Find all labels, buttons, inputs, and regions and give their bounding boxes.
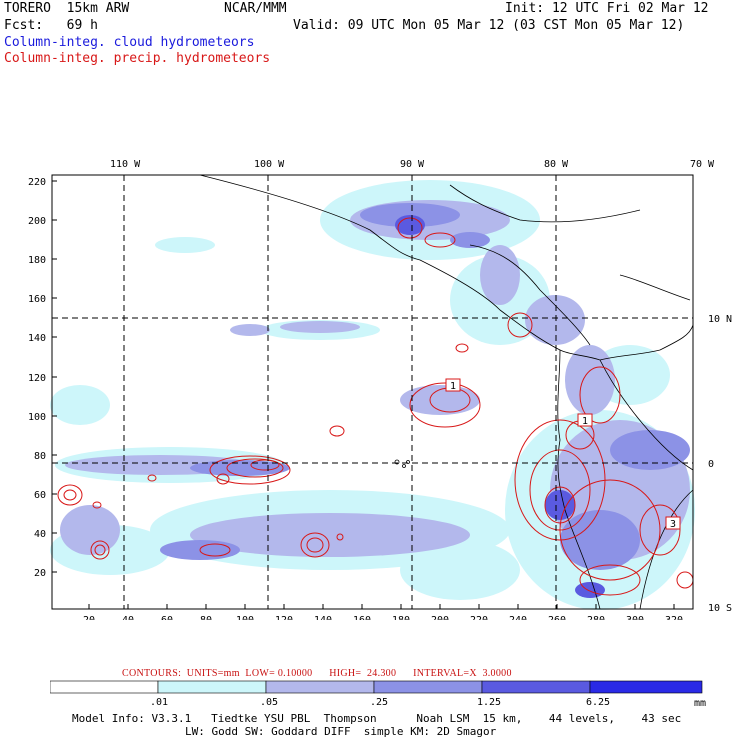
grid-y-ticks	[52, 180, 57, 573]
svg-text:240: 240	[509, 615, 527, 620]
svg-text:200: 200	[28, 216, 46, 227]
colorbar-label: .05	[260, 697, 279, 708]
latlon-grid	[52, 175, 693, 609]
contour-info: CONTOURS: UNITS=mm LOW= 0.10000 HIGH= 24…	[122, 668, 512, 679]
svg-text:220: 220	[28, 177, 46, 188]
init-time: Init: 12 UTC Fri 02 Mar 12	[505, 1, 709, 16]
svg-text:3: 3	[670, 519, 676, 530]
svg-text:60: 60	[34, 490, 46, 501]
valid-time: Valid: 09 UTC Mon 05 Mar 12 (03 CST Mon …	[293, 18, 685, 33]
colorbar-label: .25	[370, 697, 389, 708]
svg-text:300: 300	[626, 615, 644, 620]
svg-text:320: 320	[665, 615, 683, 620]
svg-text:0: 0	[708, 459, 714, 470]
field-label-cloud: Column-integ. cloud hydrometeors	[4, 35, 255, 50]
colorbar-label: 6.25	[586, 697, 611, 708]
field-label-precip: Column-integ. precip. hydrometeors	[4, 51, 271, 66]
svg-text:160: 160	[28, 294, 46, 305]
svg-text:120: 120	[275, 615, 293, 620]
svg-text:1: 1	[450, 381, 456, 392]
svg-text:40: 40	[122, 615, 134, 620]
svg-text:70 W: 70 W	[690, 159, 715, 170]
svg-text:180: 180	[28, 255, 46, 266]
colorbar-label: 1.25	[477, 697, 502, 708]
svg-text:200: 200	[431, 615, 449, 620]
colorbar-label: .01	[150, 697, 169, 708]
svg-text:20: 20	[34, 568, 46, 579]
svg-text:100: 100	[236, 615, 254, 620]
svg-text:280: 280	[587, 615, 605, 620]
colorbar	[50, 680, 703, 694]
svg-text:80 W: 80 W	[544, 159, 569, 170]
svg-text:260: 260	[548, 615, 566, 620]
forecast-hour: Fcst: 69 h	[4, 18, 98, 33]
svg-text:20: 20	[83, 615, 95, 620]
svg-text:100 W: 100 W	[254, 159, 285, 170]
model-info-line1: Model Info: V3.3.1 Tiedtke YSU PBL Thomp…	[72, 712, 682, 725]
grid-x-tick-labels: 20 40 60 80 100 120 140 160 180 200 220 …	[83, 615, 683, 620]
coastlines	[199, 174, 694, 610]
svg-text:220: 220	[470, 615, 488, 620]
svg-text:40: 40	[34, 529, 46, 540]
svg-text:120: 120	[28, 373, 46, 384]
svg-text:160: 160	[353, 615, 371, 620]
svg-text:80: 80	[200, 615, 212, 620]
model-info-line2: LW: Godd SW: Goddard DIFF simple KM: 2D …	[185, 725, 497, 738]
forecast-map: 1 1 3 110 W 100 W 90 W 80 W 70 W 10 N 0 …	[28, 159, 732, 620]
svg-text:140: 140	[28, 333, 46, 344]
organization: NCAR/MMM	[224, 1, 287, 16]
longitude-labels: 110 W 100 W 90 W 80 W 70 W	[110, 159, 715, 170]
svg-text:60: 60	[161, 615, 173, 620]
contour-box-labels: 1 1 3	[445, 378, 681, 530]
svg-text:10 N: 10 N	[708, 314, 732, 325]
cloud-hydrometeor-shading	[50, 175, 695, 610]
svg-text:10 S: 10 S	[708, 603, 732, 614]
svg-text:140: 140	[314, 615, 332, 620]
grid-y-tick-labels: 220 200 180 160 140 120 100 80 60 40 20	[28, 177, 46, 579]
model-name: TORERO 15km ARW	[4, 1, 130, 16]
svg-text:180: 180	[392, 615, 410, 620]
svg-text:1: 1	[582, 416, 588, 427]
colorbar-unit: mm	[694, 698, 707, 709]
svg-text:100: 100	[28, 412, 46, 423]
svg-text:110 W: 110 W	[110, 159, 141, 170]
svg-text:90 W: 90 W	[400, 159, 425, 170]
latitude-labels: 10 N 0 10 S	[708, 314, 732, 614]
svg-text:80: 80	[34, 451, 46, 462]
grid-x-ticks	[88, 604, 675, 609]
map-frame	[51, 174, 694, 610]
